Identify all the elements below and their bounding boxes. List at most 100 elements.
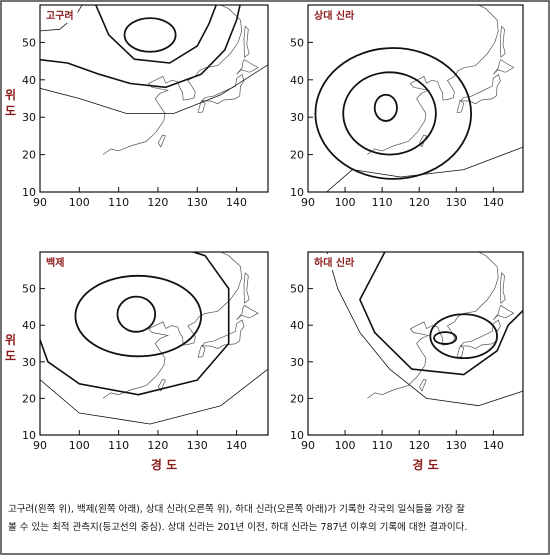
coastline	[236, 304, 259, 320]
x-tick-label: 100	[335, 196, 356, 209]
map-panel: 90 100 110 120 130 140 10 20 30 40 50 백제위 도경 도	[3, 251, 269, 472]
y-axis-label: 위 도	[3, 333, 17, 362]
contour	[326, 252, 523, 407]
contour	[40, 368, 268, 425]
coastline	[157, 134, 166, 148]
coastline	[500, 272, 506, 304]
map-panel: 90 100 110 120 130 140 10 20 30 40 50 상대 신라	[290, 4, 524, 209]
x-tick-label: 130	[446, 196, 467, 209]
y-tick-label: 40	[290, 319, 304, 332]
coastline	[243, 25, 250, 58]
contour	[359, 252, 523, 376]
x-tick-label: 100	[335, 439, 356, 452]
coastline	[236, 59, 259, 75]
y-tick-label: 40	[22, 74, 36, 87]
contour	[40, 5, 241, 89]
panel-label: 고구려	[46, 9, 74, 22]
contour	[314, 47, 473, 180]
y-tick-label: 10	[22, 429, 36, 442]
coastline	[493, 304, 515, 320]
x-tick-label: 120	[147, 439, 168, 452]
coastline	[102, 5, 243, 155]
y-tick-label: 50	[290, 36, 304, 49]
x-tick-label: 130	[187, 439, 208, 452]
plot-border	[39, 4, 269, 193]
y-tick-label: 20	[290, 392, 304, 405]
x-tick-label: 130	[446, 439, 467, 452]
panel-label: 상대 신라	[314, 9, 355, 22]
x-tick-label: 90	[33, 439, 47, 452]
y-axis-label: 위 도	[3, 88, 17, 117]
y-tick-label: 50	[22, 36, 36, 49]
panel-label: 하대 신라	[314, 256, 355, 269]
label-box	[310, 254, 359, 270]
y-tick-label: 10	[22, 186, 36, 199]
contour	[116, 295, 157, 333]
x-tick-label: 110	[372, 196, 393, 209]
y-tick-label: 40	[290, 74, 304, 87]
x-tick-label: 140	[226, 196, 247, 209]
x-tick-label: 120	[409, 196, 430, 209]
y-tick-label: 40	[22, 319, 36, 332]
coastline	[456, 74, 501, 114]
x-tick-label: 110	[372, 439, 393, 452]
contour	[373, 93, 398, 122]
x-tick-label: 120	[147, 196, 168, 209]
contour	[40, 252, 230, 396]
plot-area	[40, 5, 268, 155]
coastline	[102, 252, 243, 399]
coastline	[493, 59, 515, 75]
coastline	[197, 319, 245, 358]
map-panel: 90 100 110 120 130 140 10 20 30 40 50 하대 신라경 도	[290, 251, 524, 472]
x-tick-label: 90	[301, 439, 315, 452]
x-tick-label: 90	[33, 196, 47, 209]
x-tick-label: 120	[409, 439, 430, 452]
x-tick-label: 110	[108, 196, 129, 209]
y-tick-label: 30	[290, 356, 304, 369]
coastline	[197, 74, 245, 114]
y-tick-label: 20	[22, 392, 36, 405]
x-tick-label: 140	[226, 439, 247, 452]
x-axis-label: 경 도	[412, 458, 438, 472]
coastline	[419, 378, 427, 392]
coastline	[500, 25, 506, 58]
x-tick-label: 100	[69, 439, 90, 452]
coastline	[367, 252, 499, 399]
x-tick-label: 140	[483, 439, 504, 452]
contour	[342, 71, 437, 156]
y-tick-label: 20	[290, 149, 304, 162]
label-box	[42, 7, 78, 23]
contour	[123, 17, 177, 53]
y-tick-label: 30	[22, 356, 36, 369]
y-tick-label: 30	[22, 111, 36, 124]
y-tick-label: 50	[290, 283, 304, 296]
label-box	[42, 254, 69, 270]
plot-area	[326, 252, 523, 407]
contour	[429, 313, 498, 360]
caption-line: 볼 수 있는 최적 관측지(등고선의 중심). 상대 신라는 201년 이전, …	[8, 521, 467, 533]
y-tick-label: 20	[22, 149, 36, 162]
plot-area	[40, 252, 268, 425]
coastline	[157, 378, 166, 392]
x-tick-label: 110	[108, 439, 129, 452]
panel-label: 백제	[46, 256, 64, 269]
label-box	[310, 7, 359, 23]
plot-area	[314, 5, 523, 192]
x-axis-label: 경 도	[151, 458, 177, 472]
caption-line: 고구려(왼쪽 위), 백제(왼쪽 아래), 상대 신라(오른쪽 위), 하대 신…	[8, 503, 465, 515]
contour	[326, 146, 523, 192]
x-tick-label: 140	[483, 196, 504, 209]
y-tick-label: 10	[290, 186, 304, 199]
x-tick-label: 90	[301, 196, 315, 209]
x-tick-label: 100	[69, 196, 90, 209]
contour	[40, 64, 268, 114]
plot-border	[307, 4, 524, 193]
coastline	[367, 5, 499, 155]
contour	[74, 274, 203, 358]
plot-border	[307, 251, 524, 436]
contour	[94, 5, 218, 64]
y-tick-label: 50	[22, 283, 36, 296]
